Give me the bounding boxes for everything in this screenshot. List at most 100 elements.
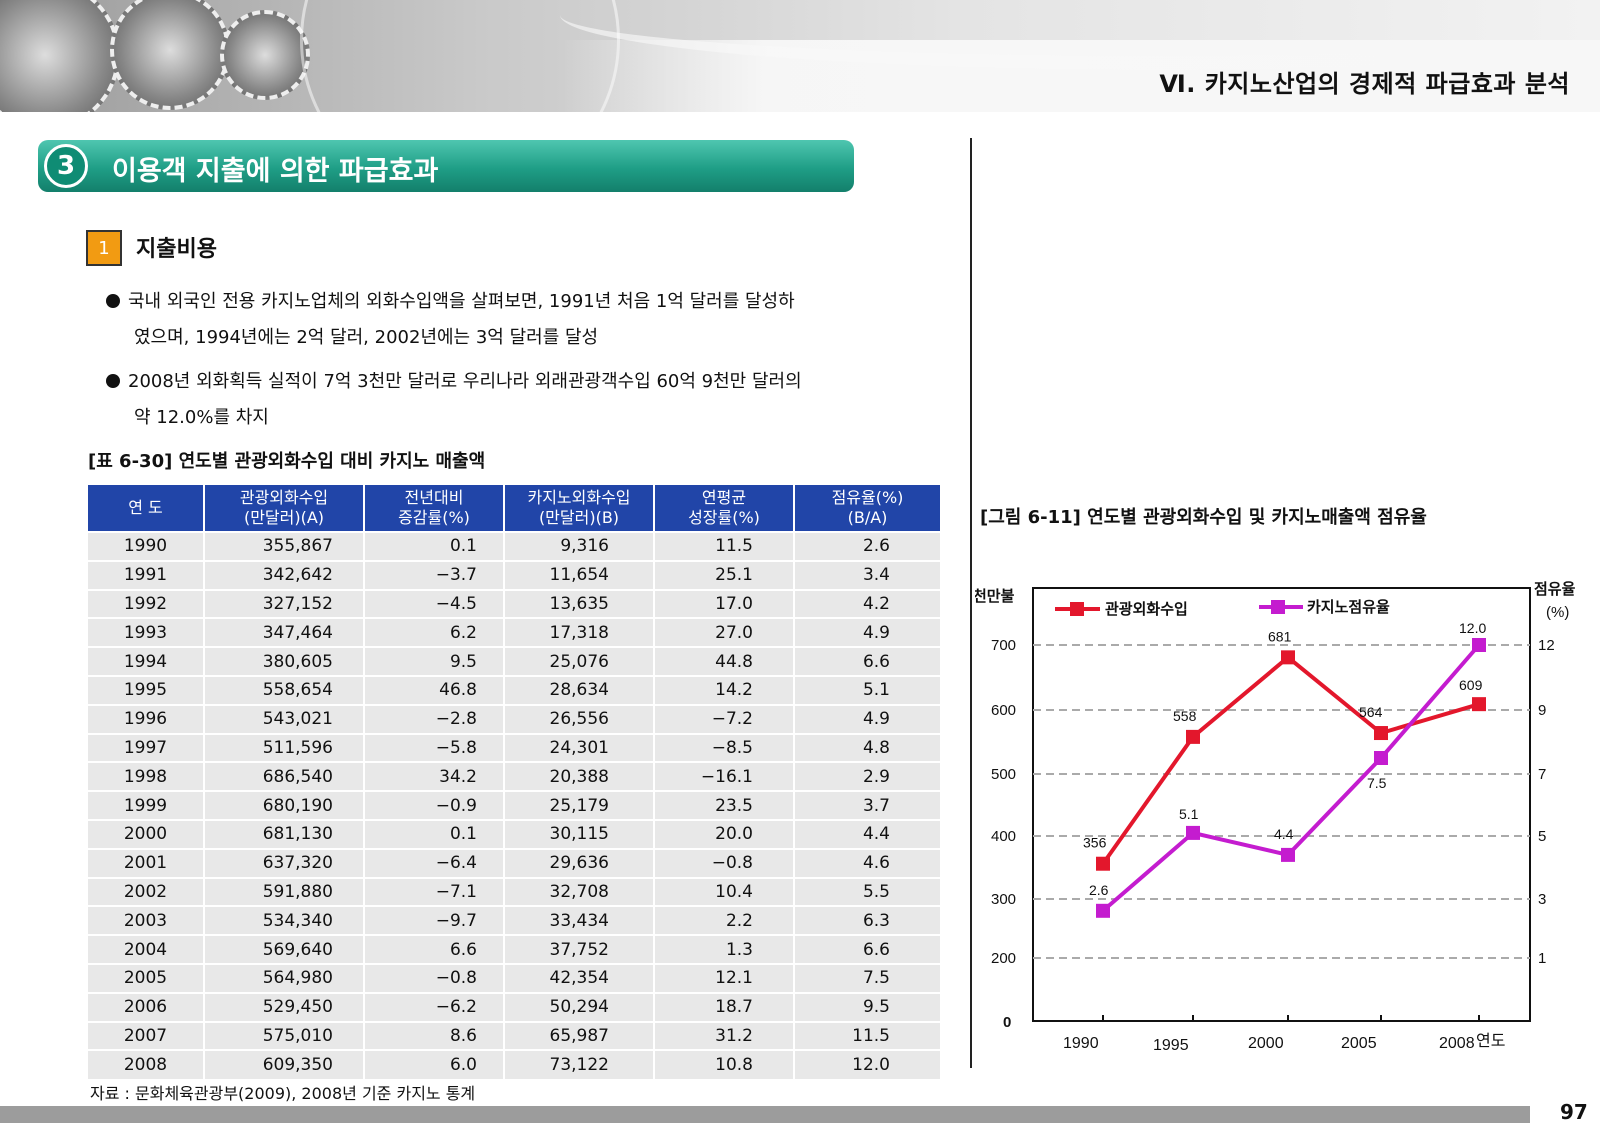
- figure-caption: [그림 6-11] 연도별 관광외화수입 및 카지노매출액 점유율: [980, 507, 1427, 528]
- table-cell: 347,464: [203, 617, 364, 648]
- table-cell: −5.8: [363, 732, 504, 763]
- table-cell: 25.1: [653, 559, 794, 590]
- table-cell: 543,021: [203, 703, 364, 734]
- subsection-number-badge: 1: [86, 230, 122, 266]
- table-cell: −0.8: [653, 847, 794, 878]
- table-row: 2008 609,350 6.0 73,122 10.8 12.0: [88, 1049, 940, 1080]
- table-cell: 534,340: [203, 905, 364, 936]
- table-row: 2005 564,980 −0.8 42,354 12.1 7.5: [88, 962, 940, 993]
- subsection-title: 지출비용: [136, 237, 217, 262]
- y2-tick-label: 7: [1538, 766, 1546, 783]
- data-label: 5.1: [1179, 806, 1199, 822]
- table-cell: 569,640: [203, 934, 364, 964]
- table-cell: −4.5: [363, 588, 504, 619]
- table-cell: 8.6: [363, 1020, 504, 1051]
- table-header-row: 연 도 관광외화수입 (만달러)(A) 전년대비 증감률(%) 카지노외화수입 (만달…: [88, 485, 940, 532]
- table-cell: 9.5: [793, 991, 940, 1022]
- table-cell: 380,605: [203, 646, 364, 676]
- table-cell: 1994: [88, 646, 204, 676]
- table-body: 1990 355,867 0.1 9,316 11.5 2.6 1991 342,642 −3.…: [88, 531, 940, 1080]
- table-cell: 5.5: [793, 876, 940, 907]
- table-row: 1993 347,464 6.2 17,318 27.0 4.9: [88, 617, 940, 648]
- table-cell: 327,152: [203, 588, 364, 619]
- table-cell: 6.6: [793, 646, 940, 676]
- table-cell: −0.9: [363, 790, 504, 820]
- table-cell: 2.6: [793, 531, 940, 561]
- table-cell: 11.5: [793, 1020, 940, 1051]
- header-banner: Ⅵ. 카지노산업의 경제적 파급효과 분석: [0, 0, 1600, 112]
- page-number: 97: [1560, 1100, 1588, 1124]
- table-cell: −7.1: [363, 876, 504, 907]
- table-header-cell: 관광외화수입 (만달러)(A): [203, 485, 364, 532]
- table-cell: 30,115: [503, 818, 654, 849]
- table-cell: 564,980: [203, 962, 364, 993]
- table-row: 1991 342,642 −3.7 11,654 25.1 3.4: [88, 559, 940, 590]
- table-header-cell: 점유율(%) (B/A): [793, 485, 940, 532]
- table-header-cell: 전년대비 증감률(%): [363, 485, 504, 532]
- y-tick-label: 300: [991, 891, 1016, 908]
- table-cell: 24,301: [503, 732, 654, 763]
- section-banner: 3 이용객 지출에 의한 파급효과: [38, 140, 854, 192]
- table-cell: 591,880: [203, 876, 364, 907]
- table-cell: 44.8: [653, 646, 794, 676]
- y2-tick-label: 9: [1538, 702, 1546, 719]
- table-cell: 1996: [88, 703, 204, 734]
- table-row: 1995 558,654 46.8 28,634 14.2 5.1: [88, 674, 940, 705]
- data-label: 564: [1359, 704, 1383, 720]
- x-tick-label: 1990: [1063, 1035, 1099, 1052]
- table-cell: 73,122: [503, 1049, 654, 1080]
- table-cell: 529,450: [203, 991, 364, 1022]
- bullet-text: 약 12.0%를 차지: [134, 407, 269, 428]
- data-point: [1281, 847, 1295, 862]
- legend-swatch-marker: [1070, 602, 1084, 616]
- table-cell: −8.5: [653, 732, 794, 763]
- table-cell: 4.4: [793, 818, 940, 849]
- table-cell: 6.2: [363, 617, 504, 648]
- table-caption: [표 6-30] 연도별 관광외화수입 대비 카지노 매출액: [88, 451, 486, 472]
- table-cell: 7.5: [793, 962, 940, 993]
- x-tick-label: 2008: [1439, 1035, 1475, 1052]
- table-cell: −2.8: [363, 703, 504, 734]
- table-cell: 28,634: [503, 674, 654, 705]
- table-cell: 25,076: [503, 646, 654, 676]
- y-tick-label: 700: [991, 637, 1016, 654]
- table-row: 1997 511,596 −5.8 24,301 −8.5 4.8: [88, 732, 940, 763]
- table-header-cell: 연 도: [88, 485, 204, 532]
- table-source-note: 자료 : 문화체육관광부(2009), 2008년 기준 카지노 통계: [90, 1084, 476, 1103]
- column-divider: [970, 138, 972, 1068]
- y2-tick-label: 5: [1538, 828, 1546, 845]
- table-cell: 1.3: [653, 934, 794, 964]
- table-cell: 34.2: [363, 761, 504, 792]
- table-cell: 4.9: [793, 703, 940, 734]
- table-cell: 6.6: [793, 934, 940, 964]
- table-cell: 2001: [88, 847, 204, 878]
- table-cell: 33,434: [503, 905, 654, 936]
- y-axis-title: 천만불: [975, 587, 1015, 605]
- table-cell: 3.7: [793, 790, 940, 820]
- table-row: 1998 686,540 34.2 20,388 −16.1 2.9: [88, 761, 940, 792]
- data-label: 558: [1173, 708, 1197, 724]
- table-cell: 2.9: [793, 761, 940, 792]
- table-row: 1990 355,867 0.1 9,316 11.5 2.6: [88, 531, 940, 561]
- table-row: 1992 327,152 −4.5 13,635 17.0 4.2: [88, 588, 940, 619]
- table-cell: 511,596: [203, 732, 364, 763]
- casino-chip-image: [110, 0, 230, 110]
- table-cell: 17.0: [653, 588, 794, 619]
- table-cell: 65,987: [503, 1020, 654, 1051]
- x-axis-title: 연도: [1476, 1032, 1505, 1050]
- y2-axis-title: (%): [1546, 604, 1569, 621]
- table-cell: 1998: [88, 761, 204, 792]
- table-row: 2001 637,320 −6.4 29,636 −0.8 4.6: [88, 847, 940, 878]
- table-cell: 20,388: [503, 761, 654, 792]
- footer-bar: [0, 1106, 1530, 1123]
- table-cell: 14.2: [653, 674, 794, 705]
- legend-label: 관광외화수입: [1105, 600, 1188, 618]
- table-cell: 10.4: [653, 876, 794, 907]
- table-row: 2007 575,010 8.6 65,987 31.2 11.5: [88, 1020, 940, 1051]
- table-cell: 42,354: [503, 962, 654, 993]
- table-cell: 4.6: [793, 847, 940, 878]
- table-cell: 37,752: [503, 934, 654, 964]
- table-cell: 575,010: [203, 1020, 364, 1051]
- table-cell: 13,635: [503, 588, 654, 619]
- table-cell: 1997: [88, 732, 204, 763]
